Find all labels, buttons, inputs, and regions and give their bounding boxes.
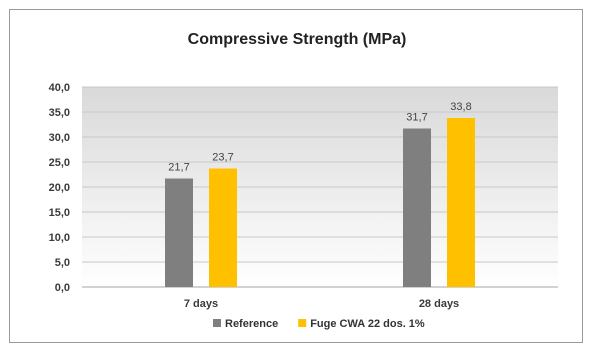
y-tick-label: 25,0	[49, 157, 70, 169]
y-axis-ticks: 0,0 5,0 10,0 15,0 20,0 25,0 30,0 35,0 40,0	[49, 82, 70, 294]
data-label: 21,7	[168, 162, 189, 174]
chart-title: Compressive Strength (MPa)	[188, 31, 407, 48]
bar-fuge-cwa-1	[447, 118, 475, 287]
legend-swatch	[213, 319, 221, 327]
y-tick-label: 40,0	[49, 82, 70, 94]
y-tick-label: 30,0	[49, 132, 70, 144]
x-axis-categories: 7 days 28 days	[184, 298, 459, 310]
y-tick-label: 0,0	[55, 282, 70, 294]
y-tick-label: 35,0	[49, 107, 70, 119]
gridlines	[82, 86, 558, 288]
y-tick-label: 10,0	[49, 232, 70, 244]
y-tick-label: 20,0	[49, 182, 70, 194]
y-tick-label: 5,0	[55, 257, 70, 269]
legend-label: Reference	[225, 318, 278, 330]
data-label: 33,8	[450, 101, 471, 113]
bar-reference-1	[403, 128, 431, 287]
legend-label: Fuge CWA 22 dos. 1%	[310, 318, 425, 330]
x-category-label: 7 days	[184, 298, 218, 310]
bar-reference-0	[165, 178, 193, 287]
bar-fuge-cwa-0	[209, 168, 237, 287]
y-tick-label: 15,0	[49, 207, 70, 219]
data-label: 23,7	[212, 152, 233, 164]
x-category-label: 28 days	[419, 298, 459, 310]
legend: Reference Fuge CWA 22 dos. 1%	[213, 318, 425, 330]
data-labels: 21,7 23,7 31,7 33,8	[168, 101, 471, 174]
bars	[165, 118, 475, 287]
legend-swatch	[298, 319, 307, 327]
data-label: 31,7	[406, 112, 427, 124]
